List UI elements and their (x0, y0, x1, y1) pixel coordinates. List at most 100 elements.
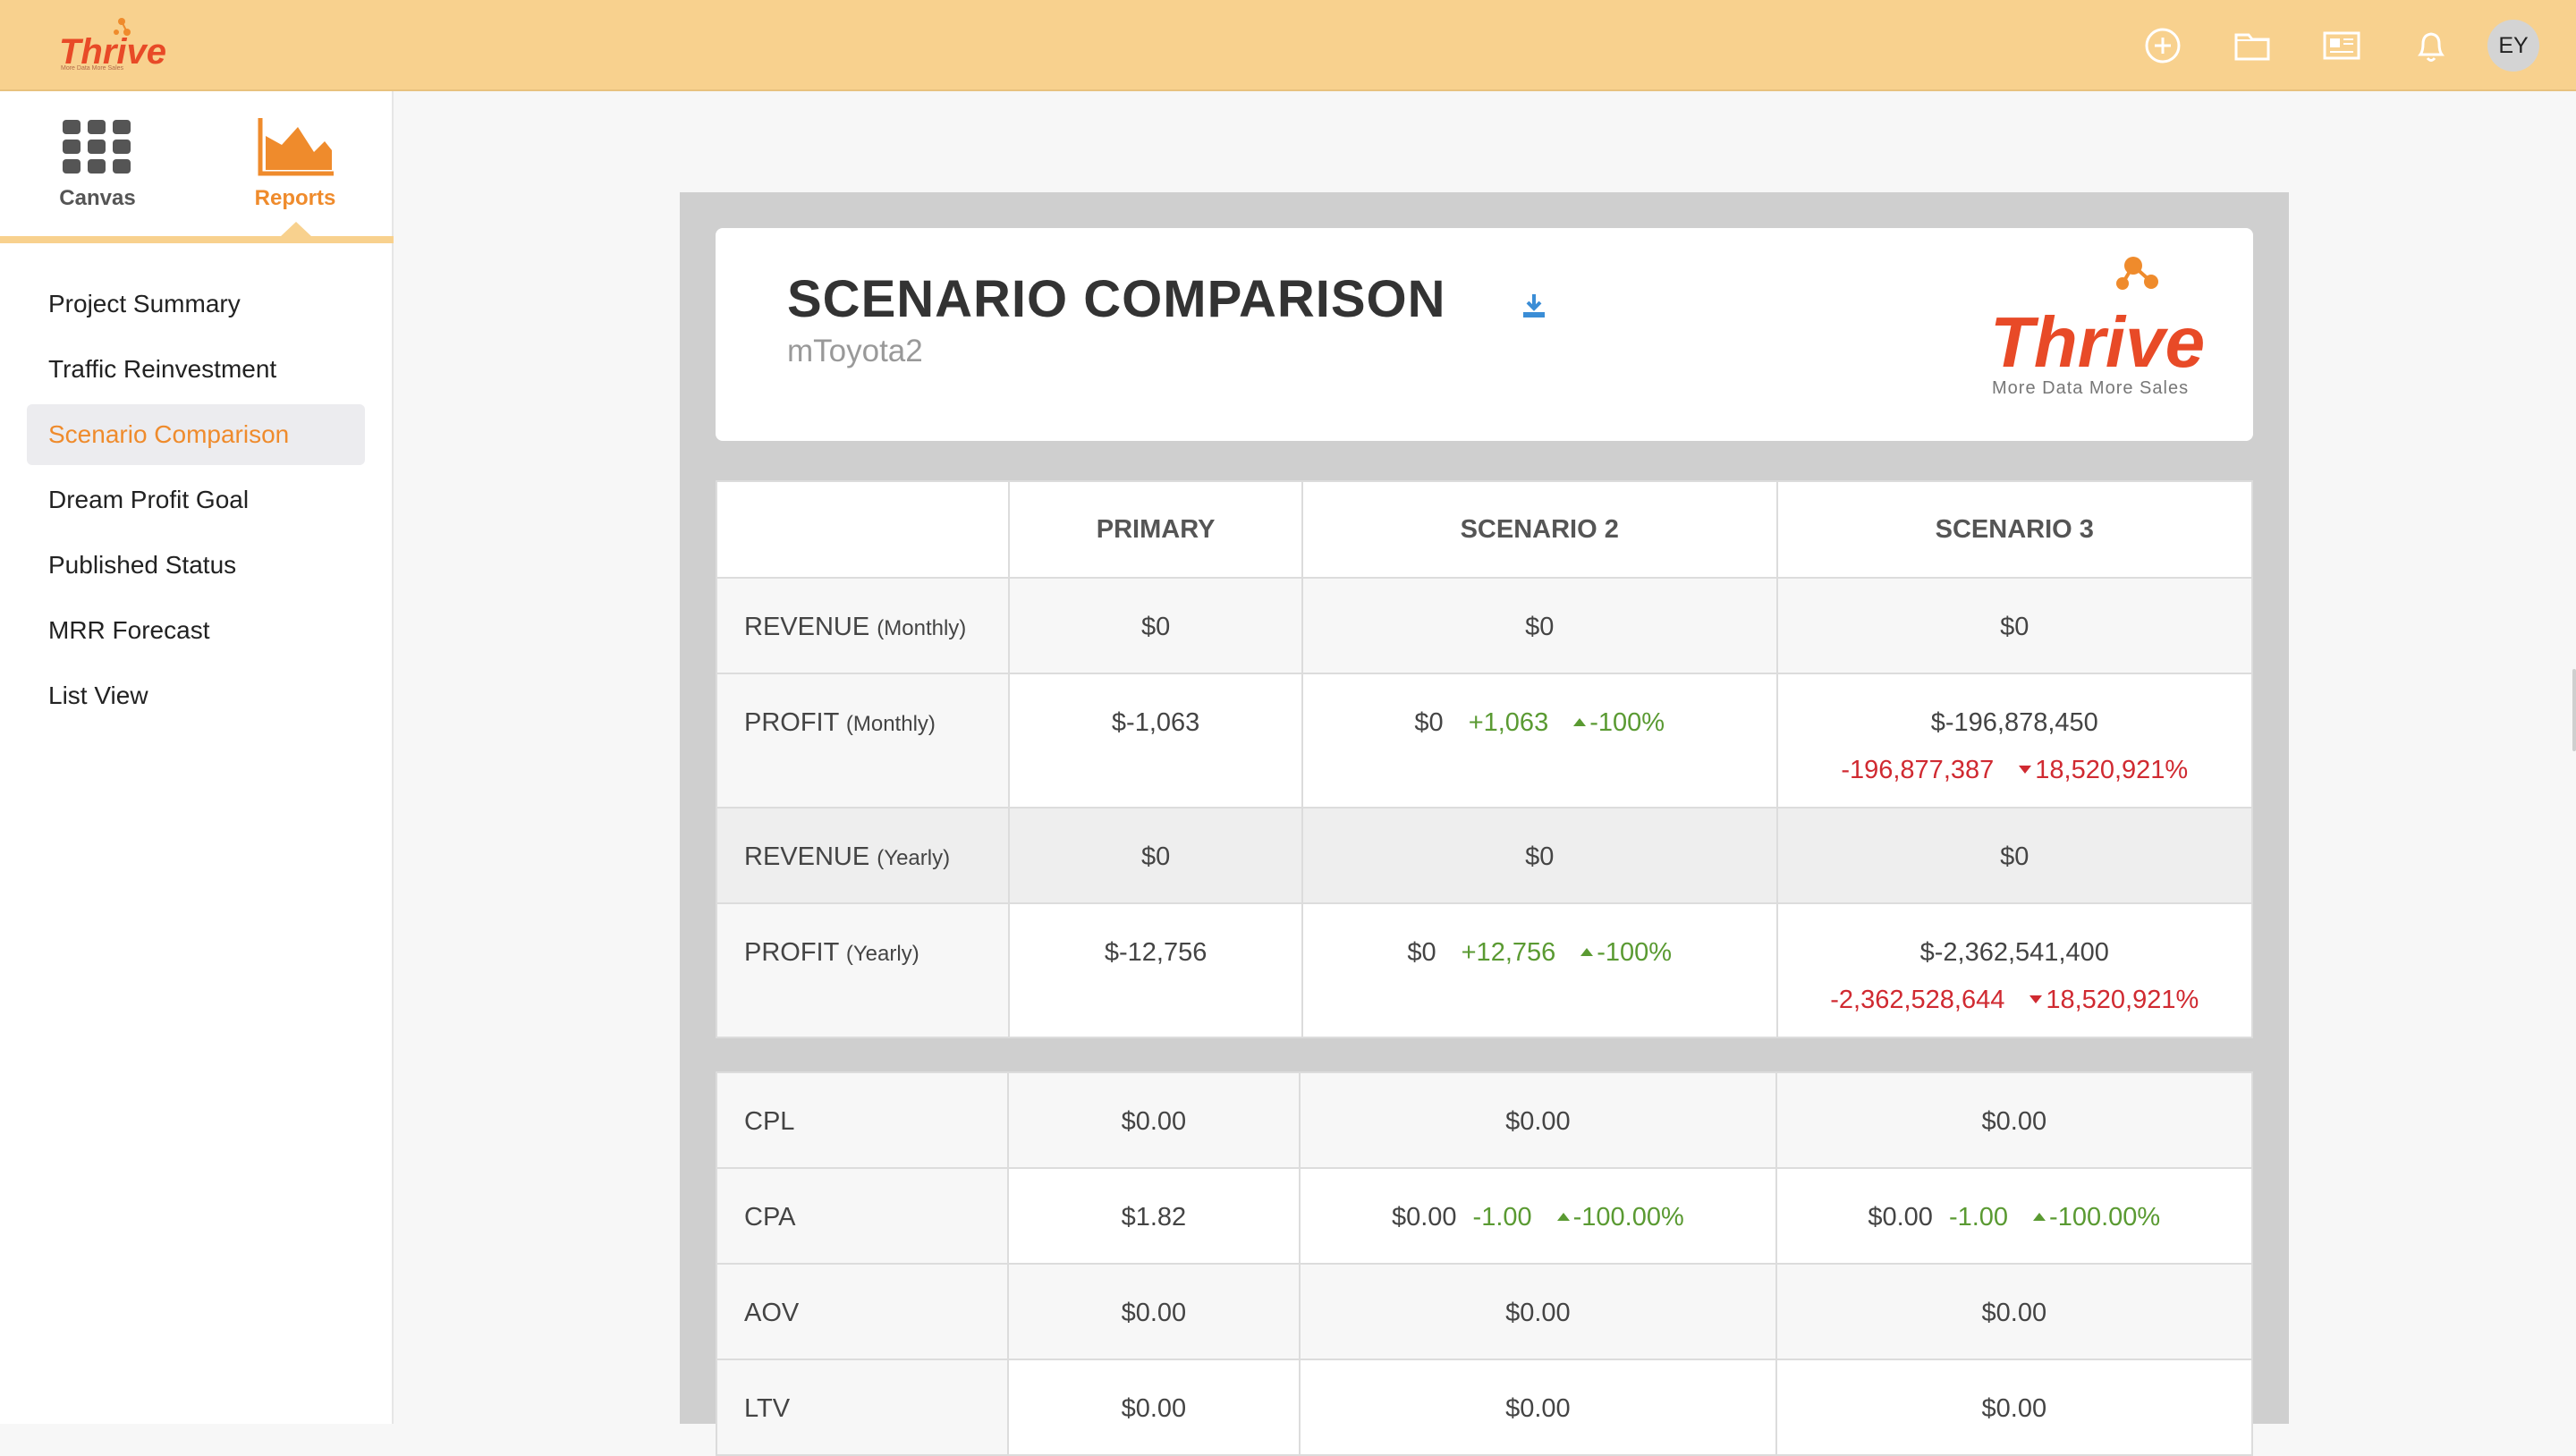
delta-positive: -1.00 (1472, 1203, 1532, 1232)
table-row: PROFIT (Monthly) $-1,063 $0 +1,063 -100% $… (715, 673, 2254, 808)
sidebar: Canvas Reports Project Summary Traffic R… (0, 91, 394, 1424)
canvas-mode-button[interactable]: Canvas (30, 118, 165, 225)
row-label-period: (Monthly) (845, 712, 936, 736)
table-row: CPL $0.00 $0.00 $0.00 (716, 1071, 2254, 1169)
down-triangle-icon (2029, 995, 2043, 1004)
brand-logo-tagline: More Data More Sales (1992, 378, 2190, 398)
up-triangle-icon (1580, 948, 1594, 957)
up-triangle-icon (2033, 1213, 2046, 1222)
percent-change: 18,520,921% (2046, 986, 2199, 1014)
change-line: -2,362,528,644 18,520,921% (1779, 986, 2250, 1015)
cell-scenario-2: $0 (1301, 807, 1778, 904)
cell-scenario-3: $0.00 (1775, 1263, 2254, 1360)
add-circle-icon[interactable] (2141, 24, 2184, 67)
row-label: AOV (716, 1263, 1009, 1360)
folder-icon[interactable] (2231, 24, 2274, 67)
report-frame: SCENARIO COMPARISON mToyota2 Thrive More… (680, 192, 2289, 1456)
cell-primary: $-12,756 (1008, 902, 1303, 1038)
nav-item-traffic-reinvestment[interactable]: Traffic Reinvestment (48, 355, 277, 383)
brand-logo-word: Thrive (1990, 302, 2206, 382)
cell-scenario-2: $0 +12,756 -100% (1301, 902, 1778, 1038)
change-line: -196,877,387 18,520,921% (1779, 756, 2250, 785)
mode-switch: Canvas Reports (0, 91, 394, 243)
delta-positive: +1,063 (1468, 708, 1549, 737)
cell-scenario-3: $0.00 (1775, 1071, 2254, 1169)
table-header-row: PRIMARY SCENARIO 2 SCENARIO 3 (715, 480, 2254, 579)
cell-primary: $-1,063 (1008, 673, 1303, 808)
cell-scenario-2: $0.00 -1.00 -100.00% (1299, 1167, 1777, 1265)
value: $-196,878,450 (1930, 708, 2098, 737)
avatar[interactable]: EY (2487, 20, 2539, 72)
cell-scenario-3: $-196,878,450 -196,877,387 18,520,921% (1775, 673, 2254, 808)
brand-dots-icon (2116, 257, 2158, 290)
scrollbar-indicator[interactable] (2572, 669, 2576, 751)
delta-negative: -196,877,387 (1841, 756, 1995, 784)
nav-item-project-summary[interactable]: Project Summary (48, 290, 241, 317)
cell-primary: $0 (1008, 577, 1303, 674)
nav-item-mrr-forecast[interactable]: MRR Forecast (48, 616, 210, 644)
mode-underline (0, 236, 394, 243)
cell-primary: $0.00 (1006, 1263, 1301, 1360)
active-mode-caret (280, 222, 312, 237)
reports-mode-label: Reports (254, 186, 336, 210)
table-row: PROFIT (Yearly) $-12,756 $0 +12,756 -100% … (715, 902, 2254, 1038)
column-header-scenario-3: SCENARIO 3 (1775, 480, 2254, 579)
cell-primary: $0.00 (1006, 1359, 1301, 1456)
report-nav: Project Summary Traffic Reinvestment Sce… (27, 274, 365, 731)
report-header-card: SCENARIO COMPARISON mToyota2 Thrive More… (716, 228, 2253, 441)
percent-change: -100% (1589, 708, 1665, 737)
row-label-period: (Monthly) (877, 616, 967, 640)
table-row: LTV $0.00 $0.00 $0.00 (716, 1359, 2254, 1456)
nav-item-dream-profit-goal[interactable]: Dream Profit Goal (48, 486, 250, 513)
table-row: REVENUE (Yearly) $0 $0 $0 (715, 807, 2254, 904)
row-label: REVENUE (Monthly) (715, 577, 1011, 674)
nav-item-published-status[interactable]: Published Status (48, 551, 237, 579)
percent-change: -100% (1597, 938, 1673, 967)
delta-positive: -1.00 (1948, 1203, 2009, 1232)
row-label: PROFIT (Yearly) (715, 902, 1011, 1038)
grid-icon (63, 120, 131, 174)
row-label-text: PROFIT (744, 708, 839, 737)
app-logo[interactable]: Thrive More Data More Sales (59, 16, 166, 75)
top-bar: Thrive More Data More Sales EY (0, 0, 2576, 91)
report-title: SCENARIO COMPARISON (787, 270, 1446, 328)
reports-mode-button[interactable]: Reports (228, 118, 362, 225)
row-label: REVENUE (Yearly) (715, 807, 1011, 904)
row-label: CPA (716, 1167, 1009, 1265)
cell-scenario-2: $0.00 (1299, 1071, 1777, 1169)
app-logo-text: Thrive (59, 32, 167, 72)
value: $0 (1414, 708, 1444, 737)
up-triangle-icon (1556, 1213, 1570, 1222)
metrics-table: CPL $0.00 $0.00 $0.00 CPA $1.82 $0.00 -1.… (716, 1071, 2254, 1456)
cell-scenario-2: $0.00 (1299, 1359, 1777, 1456)
newspaper-icon[interactable] (2320, 24, 2363, 67)
area-chart-icon (258, 118, 334, 176)
value: $0.00 (1868, 1203, 1933, 1232)
cell-scenario-2: $0 +1,063 -100% (1301, 673, 1778, 808)
nav-item-scenario-comparison[interactable]: Scenario Comparison (27, 404, 365, 465)
bell-icon[interactable] (2410, 24, 2453, 67)
value: $0.00 (1391, 1203, 1457, 1232)
cell-scenario-3: $0 (1775, 807, 2254, 904)
cell-scenario-2: $0 (1301, 577, 1778, 674)
up-triangle-icon (1573, 718, 1587, 727)
row-label-text: REVENUE (744, 613, 870, 641)
cell-scenario-2: $0.00 (1299, 1263, 1777, 1360)
row-label: LTV (716, 1359, 1009, 1456)
row-label-period: (Yearly) (845, 942, 919, 966)
brand-logo: Thrive More Data More Sales (1990, 257, 2224, 409)
nav-item-list-view[interactable]: List View (48, 681, 148, 709)
cell-scenario-3: $0.00 -1.00 -100.00% (1775, 1167, 2254, 1265)
download-icon[interactable] (1522, 292, 1546, 319)
cell-primary: $0.00 (1006, 1071, 1301, 1169)
row-label: CPL (716, 1071, 1009, 1169)
column-header-primary: PRIMARY (1008, 480, 1303, 579)
cell-scenario-3: $0.00 (1775, 1359, 2254, 1456)
logo-dots-icon (114, 18, 131, 36)
row-label-text: PROFIT (744, 938, 839, 967)
scenario-summary-table: PRIMARY SCENARIO 2 SCENARIO 3 REVENUE (M… (715, 480, 2254, 1038)
percent-change: -100.00% (2049, 1203, 2161, 1232)
table-row: REVENUE (Monthly) $0 $0 $0 (715, 577, 2254, 674)
cell-scenario-3: $0 (1775, 577, 2254, 674)
row-label-period: (Yearly) (877, 846, 951, 870)
